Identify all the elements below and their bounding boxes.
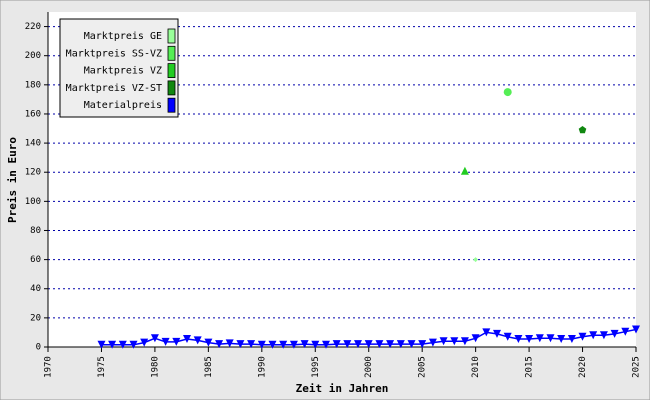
legend-swatch [167, 80, 176, 96]
y-tick-label: 200 [25, 51, 41, 61]
marker [396, 340, 405, 349]
y-tick-label: 120 [25, 168, 41, 178]
y-axis-label: Preis in Euro [6, 137, 19, 223]
marker [225, 339, 234, 348]
x-tick-label: 2005 [418, 356, 428, 378]
marker [578, 126, 587, 134]
legend-swatch [167, 97, 176, 113]
marker [471, 334, 480, 343]
marker [129, 340, 138, 349]
marker [386, 340, 395, 349]
marker [632, 325, 640, 334]
marker [546, 334, 555, 343]
legend-label: Marktpreis VZ [84, 66, 162, 77]
marker [557, 335, 566, 343]
marker [172, 337, 181, 346]
marker [247, 340, 256, 349]
x-tick-label: 2020 [578, 356, 588, 378]
marker [621, 327, 630, 336]
marker [375, 340, 384, 349]
marker [257, 340, 266, 349]
marker [610, 329, 619, 338]
marker [578, 332, 587, 341]
marker [493, 329, 501, 338]
x-tick-label: 2025 [632, 356, 642, 378]
marker [460, 166, 469, 175]
y-tick-label: 180 [25, 80, 41, 90]
x-tick-label: 1995 [311, 356, 321, 378]
marker [450, 337, 459, 346]
marker [289, 340, 298, 349]
marker [354, 340, 362, 349]
y-tick-label: 40 [30, 284, 41, 294]
marker [460, 337, 469, 346]
legend-label: Marktpreis GE [84, 31, 162, 42]
marker [535, 334, 544, 343]
marker [183, 335, 191, 343]
x-axis-label: Zeit in Jahren [296, 382, 389, 395]
marker [311, 340, 320, 349]
x-tick-label: 1970 [44, 356, 54, 378]
marker [161, 337, 170, 346]
marker [482, 328, 491, 337]
y-tick-label: 220 [25, 22, 41, 32]
marker [322, 340, 330, 349]
marker [514, 335, 523, 343]
legend-swatch [167, 45, 176, 61]
marker [503, 332, 512, 341]
marker [97, 340, 106, 349]
marker [140, 338, 149, 347]
y-tick-label: 0 [36, 343, 41, 353]
marker [439, 337, 448, 346]
marker [418, 340, 427, 349]
x-tick-label: 2010 [471, 356, 481, 378]
marker [343, 340, 352, 349]
marker [193, 336, 202, 345]
x-tick-label: 1975 [97, 356, 107, 378]
x-tick-label: 1985 [204, 356, 214, 378]
marker [108, 340, 117, 349]
legend-box [59, 18, 179, 118]
y-tick-label: 20 [30, 313, 41, 323]
y-tick-label: 160 [25, 109, 41, 119]
y-tick-label: 140 [25, 139, 41, 149]
y-tick-label: 60 [30, 255, 41, 265]
y-tick-label: 80 [30, 226, 41, 236]
y-tick-label: 100 [25, 197, 41, 207]
legend-label: Marktpreis VZ-ST [66, 83, 162, 94]
x-tick-label: 1980 [150, 356, 160, 378]
marker [300, 340, 309, 349]
marker [236, 340, 245, 349]
marker [332, 340, 341, 349]
marker [525, 335, 534, 343]
marker [567, 335, 576, 343]
legend-label: Marktpreis SS-VZ [66, 48, 162, 59]
marker [150, 334, 159, 343]
marker [268, 340, 277, 349]
marker [428, 338, 437, 347]
marker [589, 331, 598, 340]
marker [503, 88, 512, 97]
marker [473, 257, 479, 263]
marker [599, 331, 608, 340]
x-tick-label: 2000 [364, 356, 374, 378]
marker [118, 340, 127, 349]
legend-label: Materialpreis [84, 100, 162, 111]
x-tick-label: 1990 [257, 356, 267, 378]
legend-swatch [167, 63, 176, 78]
x-tick-label: 2015 [525, 356, 535, 378]
marker [215, 340, 224, 349]
legend-swatch [167, 28, 176, 44]
marker [279, 340, 288, 349]
marker [364, 340, 373, 349]
marker [204, 338, 213, 347]
marker [407, 340, 416, 349]
